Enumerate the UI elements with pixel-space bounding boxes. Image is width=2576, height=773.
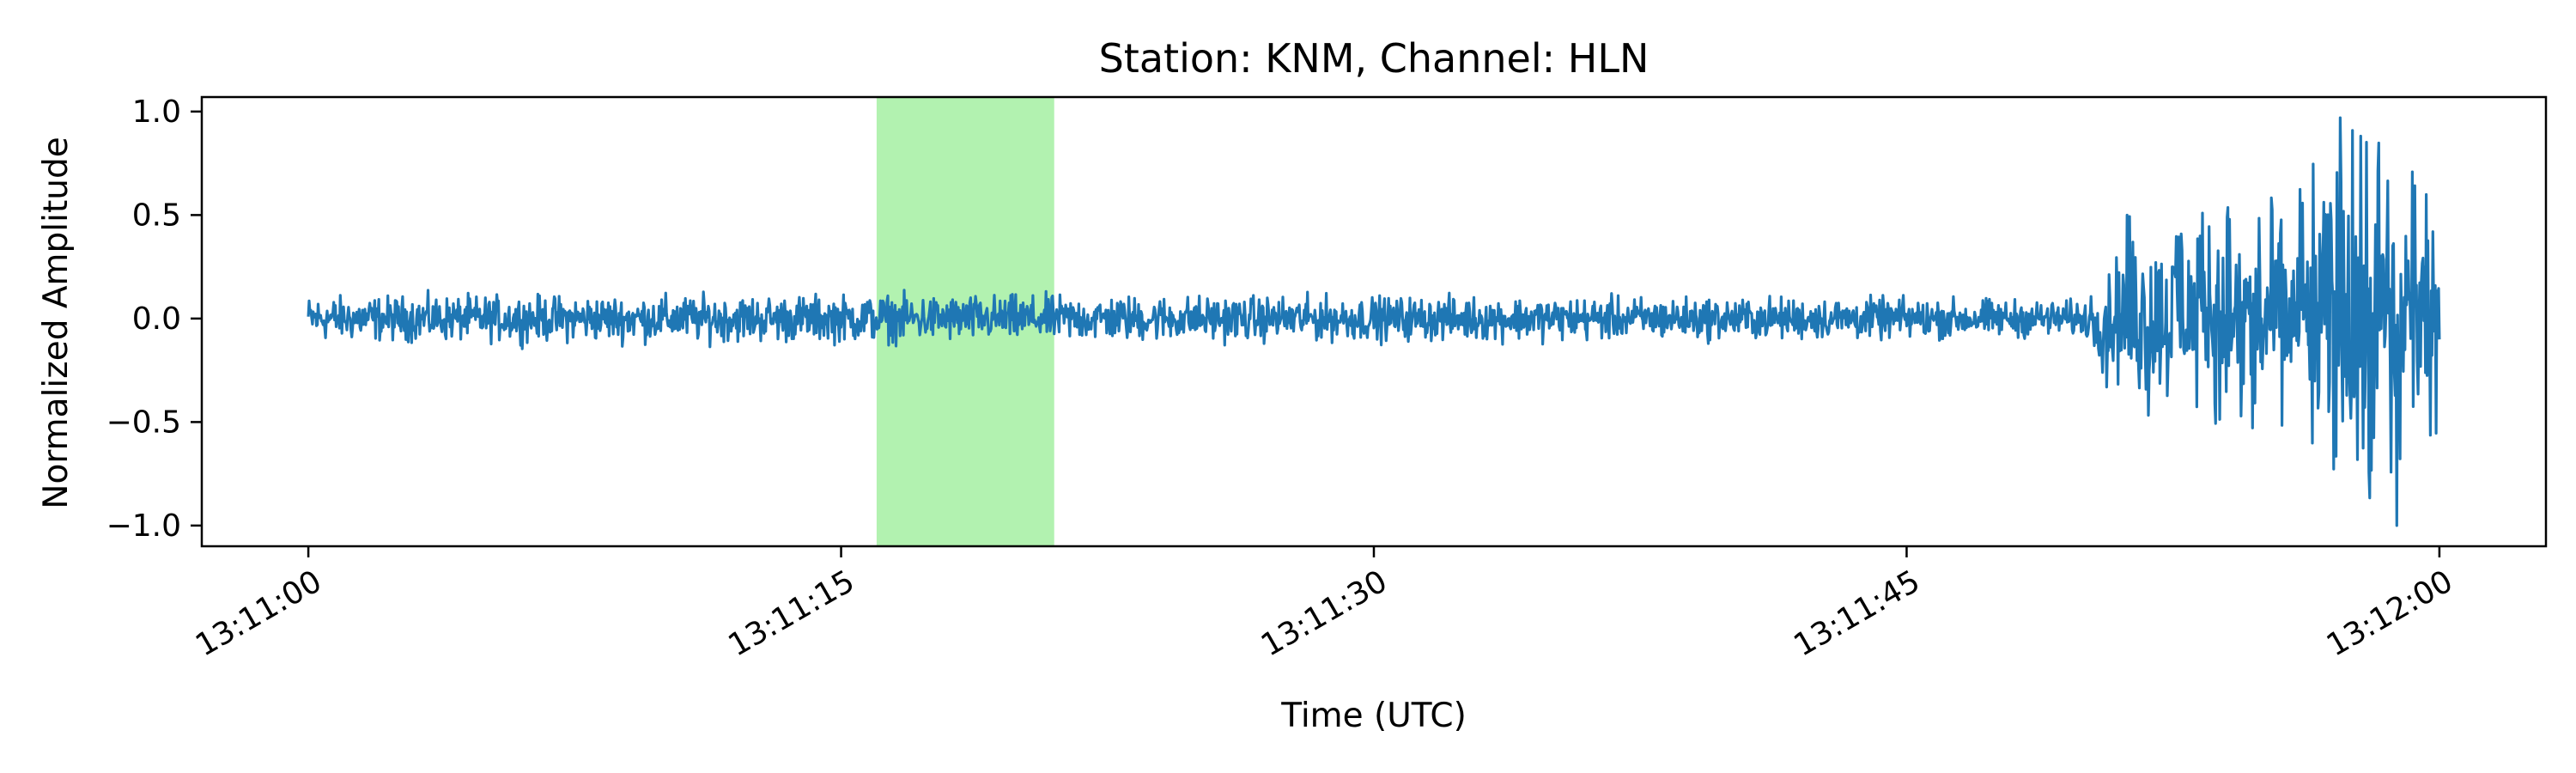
x-axis-label: Time (UTC)	[1280, 697, 1467, 735]
y-tick-label: −1.0	[106, 508, 181, 544]
chart-title: Station: KNM, Channel: HLN	[1099, 35, 1649, 82]
y-tick-label: 0.5	[132, 198, 181, 233]
y-axis: 1.0 0.5 0.0 −0.5 −1.0	[106, 94, 202, 544]
x-axis: 13:11:00 13:11:15 13:11:30 13:11:45 13:12:00	[190, 546, 2458, 664]
x-tick-label: 13:11:15	[723, 563, 861, 663]
y-tick-label: 1.0	[132, 94, 181, 130]
y-axis-label: Normalized Amplitude	[37, 137, 76, 508]
x-tick-label: 13:11:30	[1255, 563, 1394, 663]
x-tick-label: 13:12:00	[2321, 563, 2459, 663]
x-tick-label: 13:11:00	[190, 563, 328, 663]
waveform-line	[307, 116, 2441, 527]
y-tick-label: 0.0	[132, 301, 181, 337]
x-tick-label: 13:11:45	[1788, 563, 1926, 663]
plot-area	[307, 97, 2441, 546]
y-tick-label: −0.5	[106, 405, 181, 440]
